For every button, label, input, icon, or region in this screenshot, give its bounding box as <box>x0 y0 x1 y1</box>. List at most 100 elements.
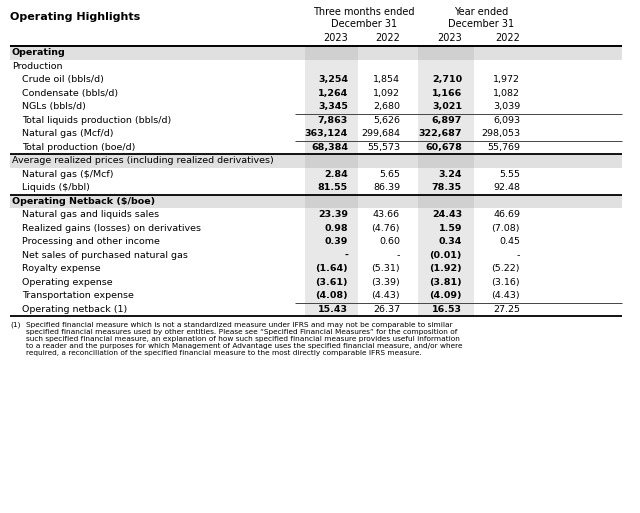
Text: 2,710: 2,710 <box>432 75 462 84</box>
Text: Total production (boe/d): Total production (boe/d) <box>22 143 136 152</box>
Text: Production: Production <box>12 62 63 71</box>
Bar <box>305 168 358 181</box>
Text: 1,082: 1,082 <box>493 89 520 98</box>
Text: 2022: 2022 <box>495 33 520 43</box>
Text: (3.61): (3.61) <box>316 278 348 287</box>
Text: Crude oil (bbls/d): Crude oil (bbls/d) <box>22 75 104 84</box>
Text: 5.65: 5.65 <box>379 170 400 179</box>
Text: -: - <box>397 251 400 260</box>
Bar <box>305 275 358 289</box>
Text: Operating Highlights: Operating Highlights <box>10 12 140 22</box>
Text: 23.39: 23.39 <box>318 210 348 219</box>
Text: 3,039: 3,039 <box>493 102 520 111</box>
Text: 6,093: 6,093 <box>493 116 520 125</box>
Text: 2022: 2022 <box>375 33 400 43</box>
Bar <box>418 275 474 289</box>
Text: 322,687: 322,687 <box>419 129 462 138</box>
Text: (4.08): (4.08) <box>316 291 348 300</box>
Text: (4.43): (4.43) <box>371 291 400 300</box>
Text: 16.53: 16.53 <box>432 305 462 314</box>
Bar <box>305 289 358 303</box>
Text: Natural gas (Mcf/d): Natural gas (Mcf/d) <box>22 129 113 138</box>
Text: 363,124: 363,124 <box>305 129 348 138</box>
Text: Average realized prices (including realized derivatives): Average realized prices (including reali… <box>12 156 274 165</box>
Text: 3,021: 3,021 <box>432 102 462 111</box>
Bar <box>418 127 474 141</box>
Text: 299,684: 299,684 <box>361 129 400 138</box>
Text: 5,626: 5,626 <box>373 116 400 125</box>
Bar <box>305 194 358 208</box>
Text: (5.22): (5.22) <box>492 264 520 273</box>
Bar <box>418 73 474 87</box>
Bar <box>305 60 358 73</box>
Text: 15.43: 15.43 <box>318 305 348 314</box>
Text: December 31: December 31 <box>331 19 397 29</box>
Text: 1,092: 1,092 <box>373 89 400 98</box>
Text: 6,897: 6,897 <box>431 116 462 125</box>
Bar <box>418 248 474 262</box>
Text: Specified financial measure which is not a standardized measure under IFRS and m: Specified financial measure which is not… <box>26 322 463 356</box>
Text: 7,863: 7,863 <box>317 116 348 125</box>
Bar <box>418 235 474 248</box>
Bar <box>418 154 474 168</box>
Bar <box>305 100 358 113</box>
Text: Three months ended: Three months ended <box>313 7 415 17</box>
Bar <box>305 235 358 248</box>
Text: 24.43: 24.43 <box>432 210 462 219</box>
Text: 1,854: 1,854 <box>373 75 400 84</box>
Bar <box>305 87 358 100</box>
Bar <box>418 303 474 316</box>
Text: (4.43): (4.43) <box>492 291 520 300</box>
Text: Natural gas ($/Mcf): Natural gas ($/Mcf) <box>22 170 113 179</box>
Text: 60,678: 60,678 <box>425 143 462 152</box>
Text: 86.39: 86.39 <box>373 183 400 192</box>
Bar <box>305 262 358 275</box>
Bar <box>418 87 474 100</box>
Text: 0.45: 0.45 <box>499 237 520 246</box>
Text: (7.08): (7.08) <box>492 224 520 233</box>
Text: Operating Netback ($/boe): Operating Netback ($/boe) <box>12 197 155 206</box>
Text: 298,053: 298,053 <box>481 129 520 138</box>
Text: Natural gas and liquids sales: Natural gas and liquids sales <box>22 210 159 219</box>
Text: (3.16): (3.16) <box>492 278 520 287</box>
Bar <box>10 46 622 60</box>
Text: 3.24: 3.24 <box>438 170 462 179</box>
Bar <box>305 46 358 60</box>
Text: 46.69: 46.69 <box>493 210 520 219</box>
Text: 1,972: 1,972 <box>493 75 520 84</box>
Text: 3,345: 3,345 <box>318 102 348 111</box>
Bar <box>305 208 358 222</box>
Bar <box>305 73 358 87</box>
Text: 43.66: 43.66 <box>373 210 400 219</box>
Text: Royalty expense: Royalty expense <box>22 264 100 273</box>
Text: 55,769: 55,769 <box>487 143 520 152</box>
Text: 68,384: 68,384 <box>311 143 348 152</box>
Bar <box>418 113 474 127</box>
Text: Liquids ($/bbl): Liquids ($/bbl) <box>22 183 90 192</box>
Text: Realized gains (losses) on derivatives: Realized gains (losses) on derivatives <box>22 224 201 233</box>
Bar <box>305 181 358 194</box>
Bar <box>10 154 622 168</box>
Text: 26.37: 26.37 <box>373 305 400 314</box>
Bar <box>418 168 474 181</box>
Text: 2023: 2023 <box>437 33 462 43</box>
Bar <box>418 208 474 222</box>
Text: 0.39: 0.39 <box>324 237 348 246</box>
Text: 92.48: 92.48 <box>493 183 520 192</box>
Bar <box>305 113 358 127</box>
Text: Condensate (bbls/d): Condensate (bbls/d) <box>22 89 118 98</box>
Bar <box>418 289 474 303</box>
Text: -: - <box>344 251 348 260</box>
Text: 0.98: 0.98 <box>324 224 348 233</box>
Text: 0.34: 0.34 <box>438 237 462 246</box>
Text: (4.76): (4.76) <box>371 224 400 233</box>
Bar <box>10 194 622 208</box>
Bar <box>418 46 474 60</box>
Text: (1): (1) <box>10 322 20 328</box>
Text: 2.84: 2.84 <box>324 170 348 179</box>
Text: (1.64): (1.64) <box>316 264 348 273</box>
Text: Total liquids production (bbls/d): Total liquids production (bbls/d) <box>22 116 172 125</box>
Bar <box>305 141 358 154</box>
Text: Net sales of purchased natural gas: Net sales of purchased natural gas <box>22 251 188 260</box>
Bar <box>305 303 358 316</box>
